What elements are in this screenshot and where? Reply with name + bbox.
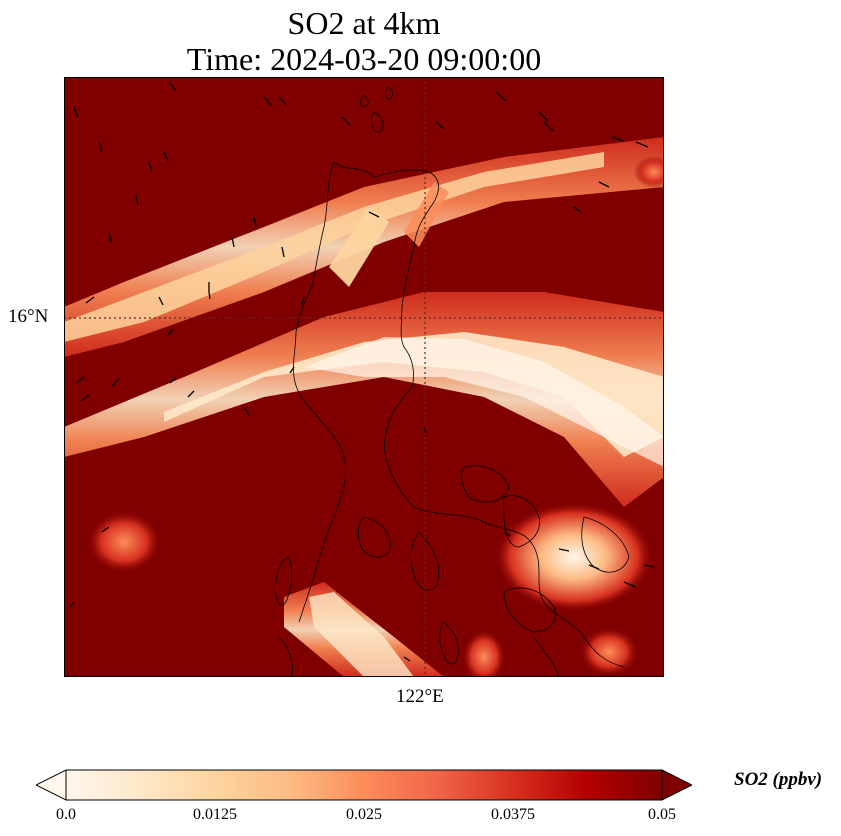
colorbar-extend-high — [661, 769, 692, 801]
coastlines — [275, 86, 630, 677]
so2-concentration-map — [64, 77, 664, 677]
longitude-label: 122°E — [396, 686, 444, 707]
colorbar-tick-label: 0.0125 — [193, 806, 237, 823]
so2-blob-east — [494, 502, 654, 612]
wind-vectors — [69, 81, 655, 662]
colorbar-tick-label: 0.0375 — [491, 806, 535, 823]
map-title: SO2 at 4km — [287, 5, 441, 41]
colorbar-tick-label: 0.0 — [56, 806, 76, 823]
colorbar-gradient — [65, 769, 663, 801]
map-subtitle-time: Time: 2024-03-20 09:00:00 — [186, 41, 542, 77]
colorbar — [36, 769, 692, 801]
colorbar-label: SO2 (ppbv) — [734, 769, 823, 790]
colorbar-tick-label: 0.05 — [648, 806, 676, 823]
colorbar-extend-low — [36, 769, 67, 801]
colorbar-tick-label: 0.025 — [346, 806, 382, 823]
latitude-label: 16°N — [8, 306, 49, 327]
